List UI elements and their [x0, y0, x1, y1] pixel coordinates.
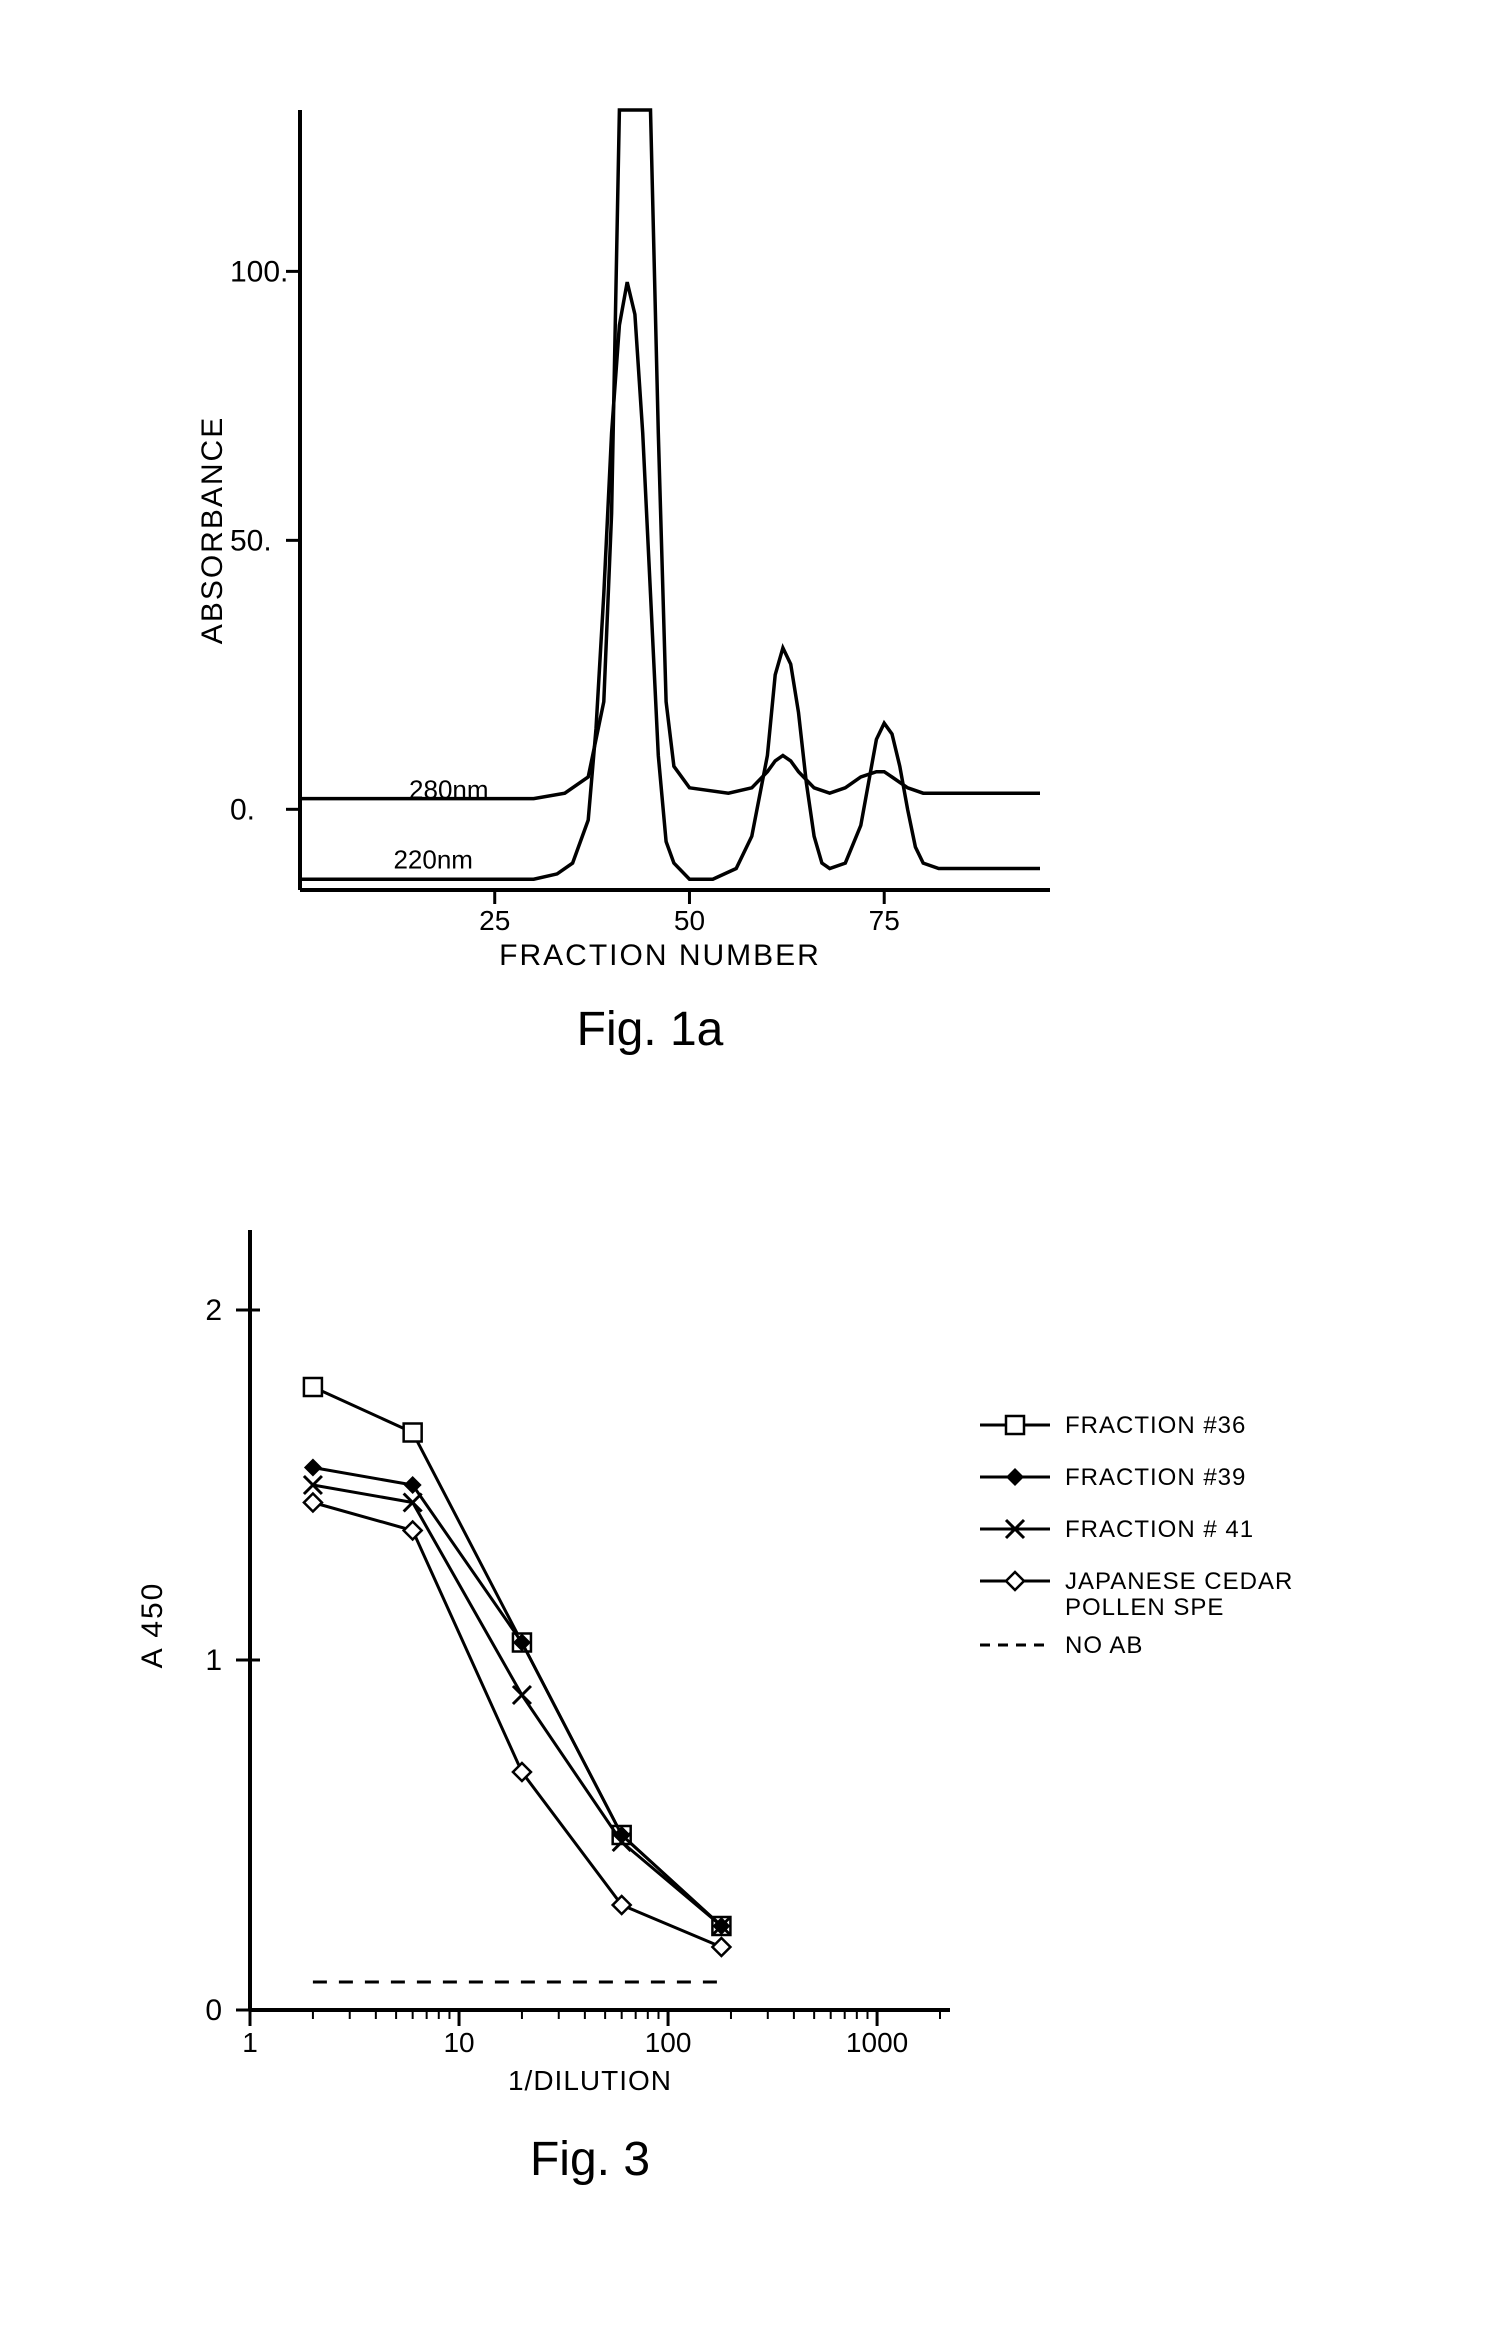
x-ticks: 1 10 100 1000: [242, 2010, 940, 2058]
x-tick-label: 1: [242, 2027, 258, 2058]
marker-open-square: [1006, 1416, 1024, 1434]
series-group: [304, 1378, 730, 1982]
marker-filled-diamond: [304, 1459, 322, 1477]
annotation: 220nm: [393, 844, 473, 874]
y-tick-label: 50.: [230, 524, 272, 557]
annotations: 280nm 220nm: [393, 775, 488, 875]
x-axis-label: 1/DILUTION: [508, 2065, 672, 2096]
figure-1a-title: Fig. 1a: [577, 1003, 724, 1056]
x-tick-label: 1000: [846, 2027, 908, 2058]
legend: FRACTION #36 FRACTION #39 FRACTION # 41 JAP…: [980, 1412, 1293, 1659]
y-tick-label: 100.: [230, 255, 288, 288]
y-tick-label: 0.: [230, 793, 255, 826]
marker-open-diamond: [404, 1522, 422, 1540]
y-ticks: 0. 50. 100.: [230, 255, 300, 826]
marker-open-square: [304, 1378, 322, 1396]
figure-3-svg: 012 1101001000 A 450 1/DILUTION FRACTION…: [110, 1180, 1410, 2280]
x-tick-label: 25: [479, 905, 510, 936]
marker-open-diamond: [304, 1494, 322, 1512]
marker-filled-diamond: [404, 1476, 422, 1494]
figure-1a-plot: 0. 50. 100. 25 50 75 ABSORBANCE FRACTION NUM…: [196, 110, 1050, 1056]
legend-label: FRACTION # 41: [1065, 1516, 1254, 1543]
annotation: 280nm: [409, 775, 489, 805]
x-tick-label: 75: [869, 905, 900, 936]
x-tick-label: 50: [674, 905, 705, 936]
x-tick-label: 10: [443, 2027, 474, 2058]
figure-1a-container: 0. 50. 100. 25 50 75 ABSORBANCE FRACTION NUM…: [180, 60, 1120, 1080]
series-fraction36: [313, 1387, 722, 1926]
figure-3-container: 012 1101001000 A 450 1/DILUTION FRACTION…: [110, 1180, 1410, 2280]
series-jcp-spe: [313, 1503, 722, 1948]
legend-label: NO AB: [1065, 1632, 1143, 1659]
page: 0. 50. 100. 25 50 75 ABSORBANCE FRACTION NUM…: [0, 0, 1485, 2337]
series-fraction41: [313, 1485, 722, 1926]
y-tick-label: 1: [205, 1644, 222, 1677]
marker-x-mark: [513, 1686, 531, 1704]
legend-label: FRACTION #39: [1065, 1464, 1246, 1491]
series-fraction39: [313, 1468, 722, 1927]
marker-open-diamond: [712, 1938, 730, 1956]
figure-3-plot: 012 1101001000 A 450 1/DILUTION FRACTION…: [136, 1230, 1293, 2186]
series-280nm: [300, 110, 1040, 799]
y-axis-label: A 450: [136, 1582, 169, 1669]
y-axis-label: ABSORBANCE: [196, 416, 229, 644]
legend-label: POLLEN SPE: [1065, 1594, 1224, 1621]
legend-label: FRACTION #36: [1065, 1412, 1246, 1439]
figure-3-title: Fig. 3: [530, 2133, 650, 2186]
marker-open-square: [404, 1424, 422, 1442]
x-axis-label: FRACTION NUMBER: [499, 939, 821, 972]
x-tick-label: 100: [645, 2027, 692, 2058]
y-tick-label: 0: [205, 1994, 222, 2027]
figure-1a-svg: 0. 50. 100. 25 50 75 ABSORBANCE FRACTION NUM…: [180, 60, 1120, 1080]
marker-open-diamond: [1006, 1572, 1024, 1590]
x-ticks: 25 50 75: [479, 890, 900, 936]
legend-label: JAPANESE CEDAR: [1065, 1568, 1293, 1595]
y-tick-label: 2: [205, 1294, 222, 1327]
marker-filled-diamond: [1006, 1468, 1024, 1486]
